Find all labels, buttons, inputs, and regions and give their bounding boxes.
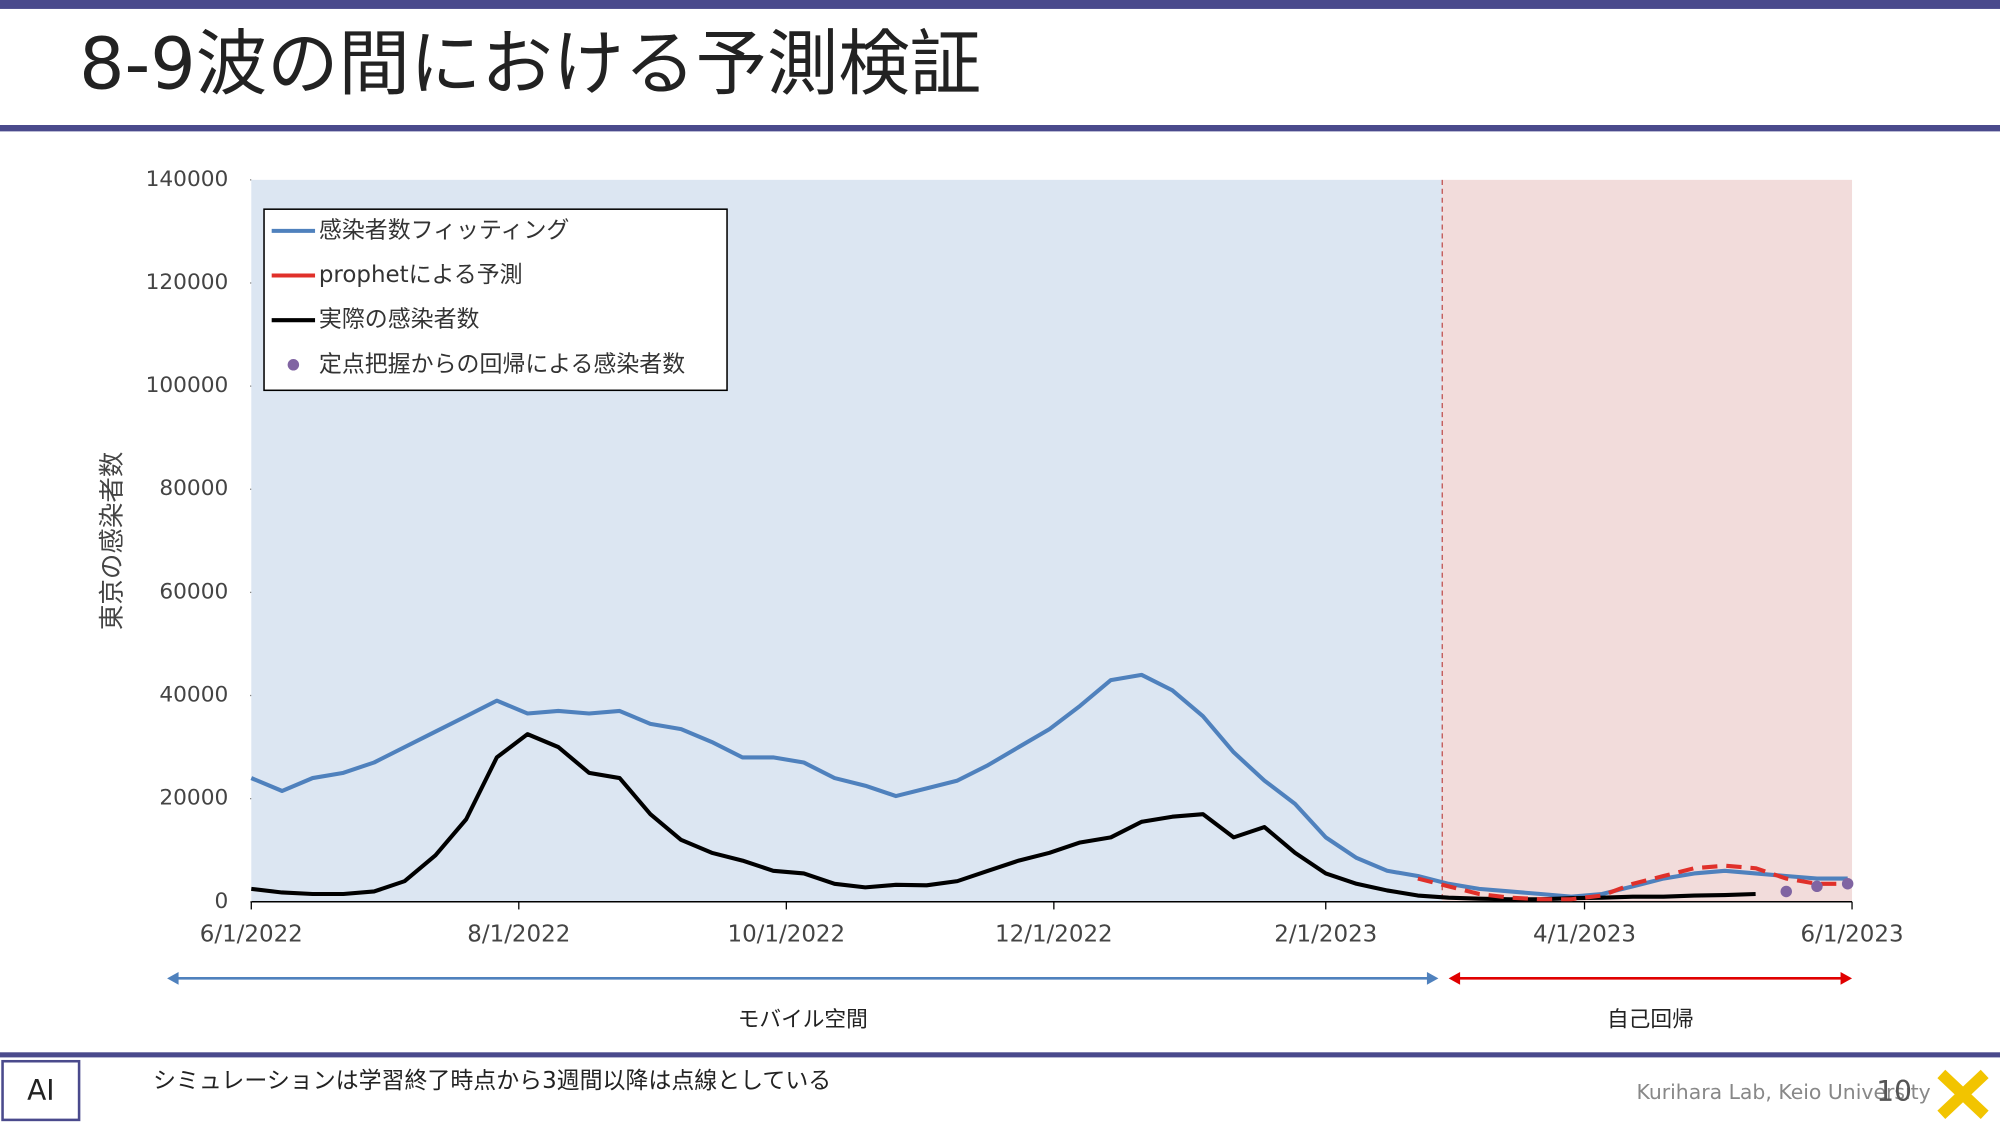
- series-line: [251, 732, 1756, 902]
- scatter-point: [1811, 880, 1823, 893]
- page-number: 10: [1876, 1075, 1912, 1108]
- y-tick-label: 60000: [159, 579, 228, 604]
- x-tick-label: 2/1/2023: [1274, 921, 1377, 947]
- series-line: [250, 672, 1848, 899]
- corner-logo: [1937, 1069, 1989, 1119]
- legend-marker: [287, 359, 300, 371]
- footer-rule: [0, 1052, 2000, 1058]
- forecast-region: [1442, 179, 1853, 902]
- legend-label: 定点把握からの回帰による感染者数: [319, 351, 685, 377]
- top-bar: [0, 0, 2000, 9]
- scatter-point: [1841, 877, 1854, 890]
- y-tick-label: 100000: [146, 373, 229, 398]
- series-line: [1417, 863, 1848, 902]
- legend-label: 感染者数フィッティング: [319, 217, 569, 243]
- x-tick-label: 12/1/2022: [995, 921, 1113, 947]
- y-tick-label: 140000: [146, 167, 229, 192]
- svg-text:AI: AI: [27, 1074, 54, 1107]
- range-label: モバイル空間: [738, 1007, 868, 1032]
- y-tick-label: 40000: [159, 683, 228, 708]
- chart: 0 20000 40000 60000 80000 100000 120000 140000 6…: [98, 167, 1904, 1033]
- y-tick-label: 20000: [159, 786, 228, 811]
- legend-label: prophetによる予測: [319, 262, 523, 288]
- footnote: シミュレーションは学習終了時点から3週間以降は点線としている: [153, 1068, 831, 1094]
- title-rule: [0, 125, 2000, 132]
- legend-label: 実際の感染者数: [319, 307, 480, 333]
- logo: AI: [1, 1059, 81, 1122]
- x-tick-label: 10/1/2022: [728, 921, 846, 947]
- y-tick-label: 80000: [159, 476, 228, 501]
- legend-box: [263, 208, 728, 392]
- x-tick-label: 8/1/2022: [467, 921, 570, 947]
- y-axis-label: 東京の感染者数: [98, 452, 128, 631]
- slide-title: 8-9波の間における予測検証: [79, 22, 981, 105]
- y-tick-label: 120000: [146, 270, 229, 295]
- y-tick-label: 0: [215, 889, 229, 914]
- scatter-point: [1780, 885, 1792, 898]
- x-tick-label: 6/1/2022: [200, 921, 303, 947]
- lab-name: Kurihara Lab, Keio University: [1636, 1080, 1930, 1104]
- range-label: 自己回帰: [1607, 1007, 1694, 1032]
- x-tick-label: 4/1/2023: [1533, 921, 1636, 947]
- x-tick-label: 6/1/2023: [1801, 921, 1904, 947]
